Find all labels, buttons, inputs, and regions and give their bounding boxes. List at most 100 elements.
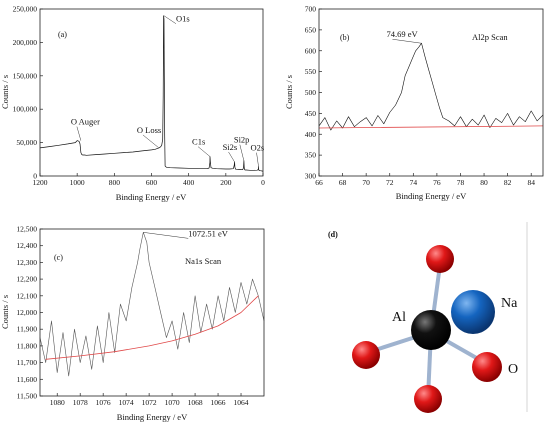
panel-c-ytick-label: 11,600 [17, 375, 38, 384]
panel-a-label: (a) [58, 30, 67, 39]
oxygen-atom-bottom [414, 385, 442, 413]
panel-a-xtick-label: 800 [109, 178, 121, 187]
panel-c-ytick-label: 12,000 [16, 308, 37, 317]
panel-c-frame [39, 228, 265, 397]
panel-a: 1200 1000 800 600 400 200 0 0 50,000 100,000 150,0… [0, 5, 265, 203]
panel-c-ytick-label: 11,900 [17, 325, 38, 334]
aluminium-atom [411, 310, 451, 350]
panel-a-annotation: C1s [192, 137, 205, 147]
panel-a-ytick-label: 250,000 [13, 5, 38, 14]
panel-a-annotation: O Loss [137, 125, 161, 135]
panel-a-ytick-label: 200,000 [13, 38, 38, 47]
panel-b-xtick-label: 72 [386, 178, 394, 187]
panel-c-xtick-label: 1068 [188, 398, 203, 407]
panel-b-ytick-label: 350 [305, 151, 317, 160]
panel-c-xtick-label: 1070 [165, 398, 180, 407]
panel-a-ylabel: Counts / s [0, 75, 10, 109]
panel-b-ytick-label: 600 [305, 46, 317, 55]
panel-b-ytick-label: 650 [305, 25, 317, 34]
panel-a-annotation: O1s [176, 14, 190, 24]
panel-c-annotation: 1072.51 eV [188, 228, 229, 238]
panel-b-xtick-label: 82 [504, 178, 512, 187]
sodium-atom [451, 290, 495, 334]
panel-b-plot: 66 68 70 72 74 76 78 80 82 84 300 350 400 450 500 550 60… [305, 5, 544, 187]
na-label: Na [501, 296, 518, 311]
panel-a-series-spectrum [39, 15, 264, 172]
panel-a-xtick-label: 0 [261, 178, 265, 187]
panel-c-xtick-label: 1080 [50, 398, 65, 407]
panel-c-ytick-label: 11,800 [17, 341, 38, 350]
panel-b-ytick-label: 400 [305, 130, 317, 139]
panel-a-xtick-label: 600 [146, 178, 158, 187]
panel-b-ytick-label: 700 [305, 5, 317, 14]
panel-c-xtick-label: 1066 [211, 398, 226, 407]
panel-a-annotation: O Auger [71, 117, 100, 127]
panel-a-annotation-leader [239, 144, 245, 161]
panel-a-annotation-leader [228, 151, 235, 163]
panel-c: 1080 1078 1076 1074 1072 1070 1068 1066 1064 11,5… [0, 225, 265, 422]
panel-b-xtick-label: 80 [480, 178, 488, 187]
panel-c-ytick-label: 11,500 [17, 392, 38, 401]
panel-c-series-spectrum [39, 232, 265, 377]
panel-a-annotation-leader [197, 146, 211, 157]
panel-b-xtick-label: 66 [315, 178, 323, 187]
panel-c-annotation-leader [143, 232, 189, 239]
panel-a-ytick-label: 150,000 [13, 71, 38, 80]
panel-a-plot: 1200 1000 800 600 400 200 0 0 50,000 100,000 150,0… [13, 5, 266, 188]
oxygen-atom-left [352, 341, 380, 369]
panel-b-frame [318, 8, 544, 177]
oxygen-atom-top [426, 245, 454, 273]
panel-b-ytick-label: 500 [305, 88, 317, 97]
panel-a-xtick-label: 1200 [33, 178, 48, 187]
panel-b-xtick-label: 78 [457, 178, 465, 187]
panel-a-annotation: O2s [251, 143, 265, 153]
panel-c-title: Na1s Scan [185, 256, 222, 266]
panel-a-frame [39, 8, 264, 177]
panel-b-xlabel: Binding Energy / eV [396, 191, 467, 201]
panel-c-xtick-label: 1074 [119, 398, 134, 407]
panel-d-label: (d) [328, 230, 338, 239]
panel-a-annotation-leader [76, 126, 82, 141]
panel-b: 66 68 70 72 74 76 78 80 82 84 300 350 400 450 500 550 60… [284, 5, 544, 201]
panel-b-xtick-label: 74 [410, 178, 418, 187]
panel-c-xlabel: Binding Energy / eV [117, 412, 188, 422]
o-label: O [508, 362, 518, 377]
panel-a-annotation-leader [256, 152, 259, 167]
panel-b-xtick-label: 76 [433, 178, 441, 187]
panel-a-annotation: Si2p [234, 135, 250, 145]
panel-a-annotation-leader [163, 15, 177, 24]
panel-b-label: (b) [340, 33, 350, 42]
oxygen-atom-right [472, 352, 502, 382]
panel-a-annotation-leader [142, 134, 160, 149]
panel-b-annotation: 74.69 eV [386, 29, 418, 39]
panel-b-xtick-label: 68 [339, 178, 347, 187]
panel-c-xtick-label: 1064 [234, 398, 249, 407]
panel-c-plot: 1080 1078 1076 1074 1072 1070 1068 1066 1064 11,5… [16, 225, 265, 407]
panel-c-series-baseline [45, 295, 259, 360]
panel-c-xtick-label: 1076 [96, 398, 111, 407]
panel-c-xtick-label: 1078 [73, 398, 88, 407]
panel-c-ytick-label: 12,500 [16, 225, 37, 234]
panel-b-title: Al2p Scan [472, 32, 508, 42]
panel-a-xlabel: Binding Energy / eV [116, 192, 187, 202]
panel-c-label: (c) [54, 253, 63, 262]
panel-a-xtick-label: 400 [183, 178, 195, 187]
panel-c-ytick-label: 12,400 [16, 241, 37, 250]
panel-b-xtick-label: 84 [527, 178, 535, 187]
panel-b-annotation-leader [392, 38, 422, 44]
panel-c-ytick-label: 12,200 [16, 275, 37, 284]
panel-b-ytick-label: 550 [305, 67, 317, 76]
panel-a-annotation: Si2s [223, 142, 238, 152]
panel-b-series-spectrum [318, 42, 544, 131]
panel-a-ytick-label: 50,000 [16, 138, 37, 147]
panel-a-ytick-label: 100,000 [13, 105, 38, 114]
panel-d-molecule: (d) Al Na O [328, 222, 528, 413]
al-label: Al [392, 310, 406, 325]
panel-b-xtick-label: 70 [362, 178, 370, 187]
panel-b-ylabel: Counts / s [284, 75, 294, 109]
panel-b-series-baseline [318, 125, 544, 129]
panel-c-xtick-label: 1072 [142, 398, 157, 407]
panel-a-xtick-label: 200 [220, 178, 232, 187]
panel-b-ytick-label: 450 [305, 109, 317, 118]
